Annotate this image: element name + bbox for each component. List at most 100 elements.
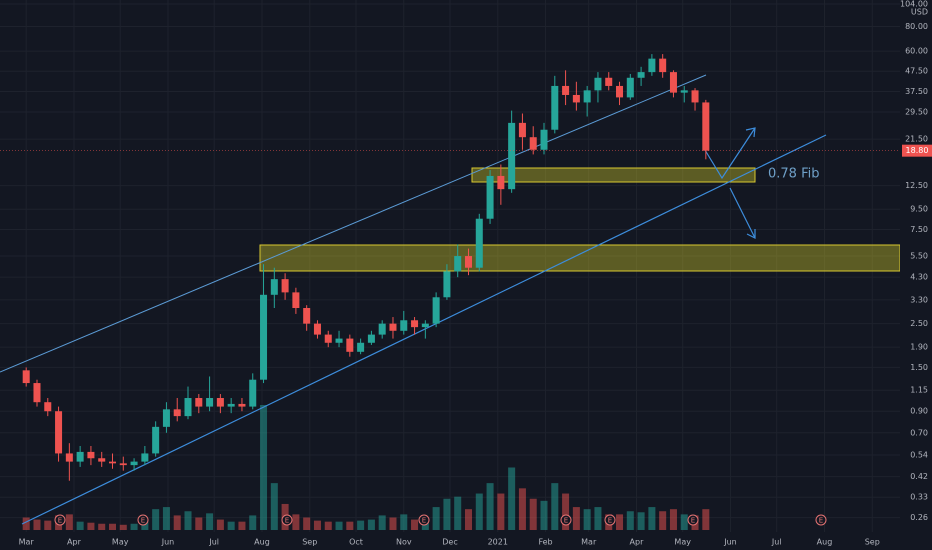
volume-bar (583, 509, 591, 530)
volume-bar (454, 496, 462, 530)
candle-body (76, 451, 84, 462)
volume-bar (22, 517, 30, 530)
candle-body (357, 342, 365, 352)
volume-bar (626, 511, 634, 530)
candles (0, 54, 900, 481)
x-tick-label: Apr (67, 538, 82, 547)
earnings-label: E (608, 517, 612, 525)
x-tick-label: Jul (208, 538, 219, 547)
candle-body (270, 279, 278, 295)
volume-bar (464, 509, 472, 530)
candle-body (551, 85, 559, 130)
candle-body (659, 58, 667, 73)
candle-body (540, 129, 548, 150)
candle-body (162, 409, 170, 427)
volume-bar (637, 512, 645, 530)
y-tick-label: 104.00 (900, 0, 928, 9)
earnings-icon (560, 514, 572, 526)
candle-body (648, 58, 656, 73)
volume-bar (130, 523, 138, 530)
x-tick-label: Aug (817, 538, 833, 547)
candle-body (22, 370, 30, 384)
candle-body (44, 402, 52, 412)
volume-bar (508, 467, 516, 530)
channel-line (21, 134, 827, 525)
x-tick-label: Aug (254, 538, 270, 547)
y-tick-label: 0.70 (910, 428, 928, 437)
candle-body (313, 323, 321, 335)
volume-bar (249, 515, 257, 530)
volume-bar (76, 521, 84, 530)
candle-body (518, 122, 526, 138)
volume-bar (98, 523, 106, 530)
candle-body (260, 294, 268, 380)
volume-bar (562, 493, 570, 530)
volume-bar (346, 521, 354, 530)
arrow (729, 187, 756, 239)
candle-body (605, 77, 613, 86)
candle-body (443, 271, 451, 298)
volume-bar (594, 507, 602, 530)
y-tick-label: 29.50 (905, 108, 928, 117)
earnings-icon (137, 514, 149, 526)
candle-body (141, 453, 149, 462)
candle-body (98, 458, 106, 462)
currency: USD (911, 8, 928, 17)
candle-body (497, 175, 505, 190)
volume-bar (432, 507, 440, 530)
volume-bar (108, 523, 117, 530)
x-tick-label: May (674, 538, 691, 547)
candle-body (335, 338, 343, 343)
x-tick-label: Mar (581, 538, 597, 547)
candle-body (454, 256, 462, 272)
volume-bar (497, 493, 505, 530)
volume-bar (680, 514, 688, 530)
x-tick-label: Mar (19, 538, 35, 547)
y-tick-label: 12.50 (905, 181, 928, 190)
earnings-icon (54, 514, 66, 526)
volume-bar (411, 519, 419, 530)
price-label: 18.80 (906, 146, 929, 155)
channel-line (0, 74, 707, 373)
earnings-icon (687, 514, 699, 526)
candle-body (195, 398, 203, 407)
arrow-head (745, 127, 756, 138)
volume-bar (669, 509, 677, 530)
candle-body (324, 334, 332, 343)
candle-body (55, 411, 63, 454)
y-tick-label: 21.50 (905, 135, 928, 144)
candle-body (33, 383, 41, 403)
volume-bar (475, 493, 483, 530)
candle-body (281, 279, 289, 293)
volume-pane (22, 405, 710, 530)
volume-bar (389, 517, 397, 530)
candle-body (529, 137, 537, 150)
candle-body (227, 403, 235, 407)
y-tick-label: 1.15 (910, 386, 928, 395)
candle-body (184, 398, 192, 417)
candle-body (411, 320, 419, 328)
earnings-label: E (285, 517, 289, 525)
volume-bar (260, 405, 268, 530)
volume-bar (162, 507, 170, 530)
y-tick-label: 2.50 (910, 319, 928, 328)
x-tick-label: Jun (723, 538, 737, 547)
volume-bar (659, 511, 667, 530)
candle-body (303, 308, 311, 324)
earnings-label: E (141, 517, 145, 525)
volume-bar (195, 517, 203, 530)
time-axis (0, 532, 932, 550)
volume-bar (152, 509, 160, 530)
y-tick-label: 1.90 (910, 343, 928, 352)
annotation: 0.78 Fib (768, 167, 819, 182)
candle-body (421, 323, 429, 328)
x-tick-label: Dec (442, 538, 457, 547)
x-tick-label: Nov (396, 538, 412, 547)
earnings-label: E (58, 517, 62, 525)
candle-body (108, 461, 117, 464)
earnings-icon (418, 514, 430, 526)
y-tick-label: 60.00 (905, 47, 928, 56)
candle-body (680, 90, 688, 93)
volume-bar (367, 519, 375, 530)
